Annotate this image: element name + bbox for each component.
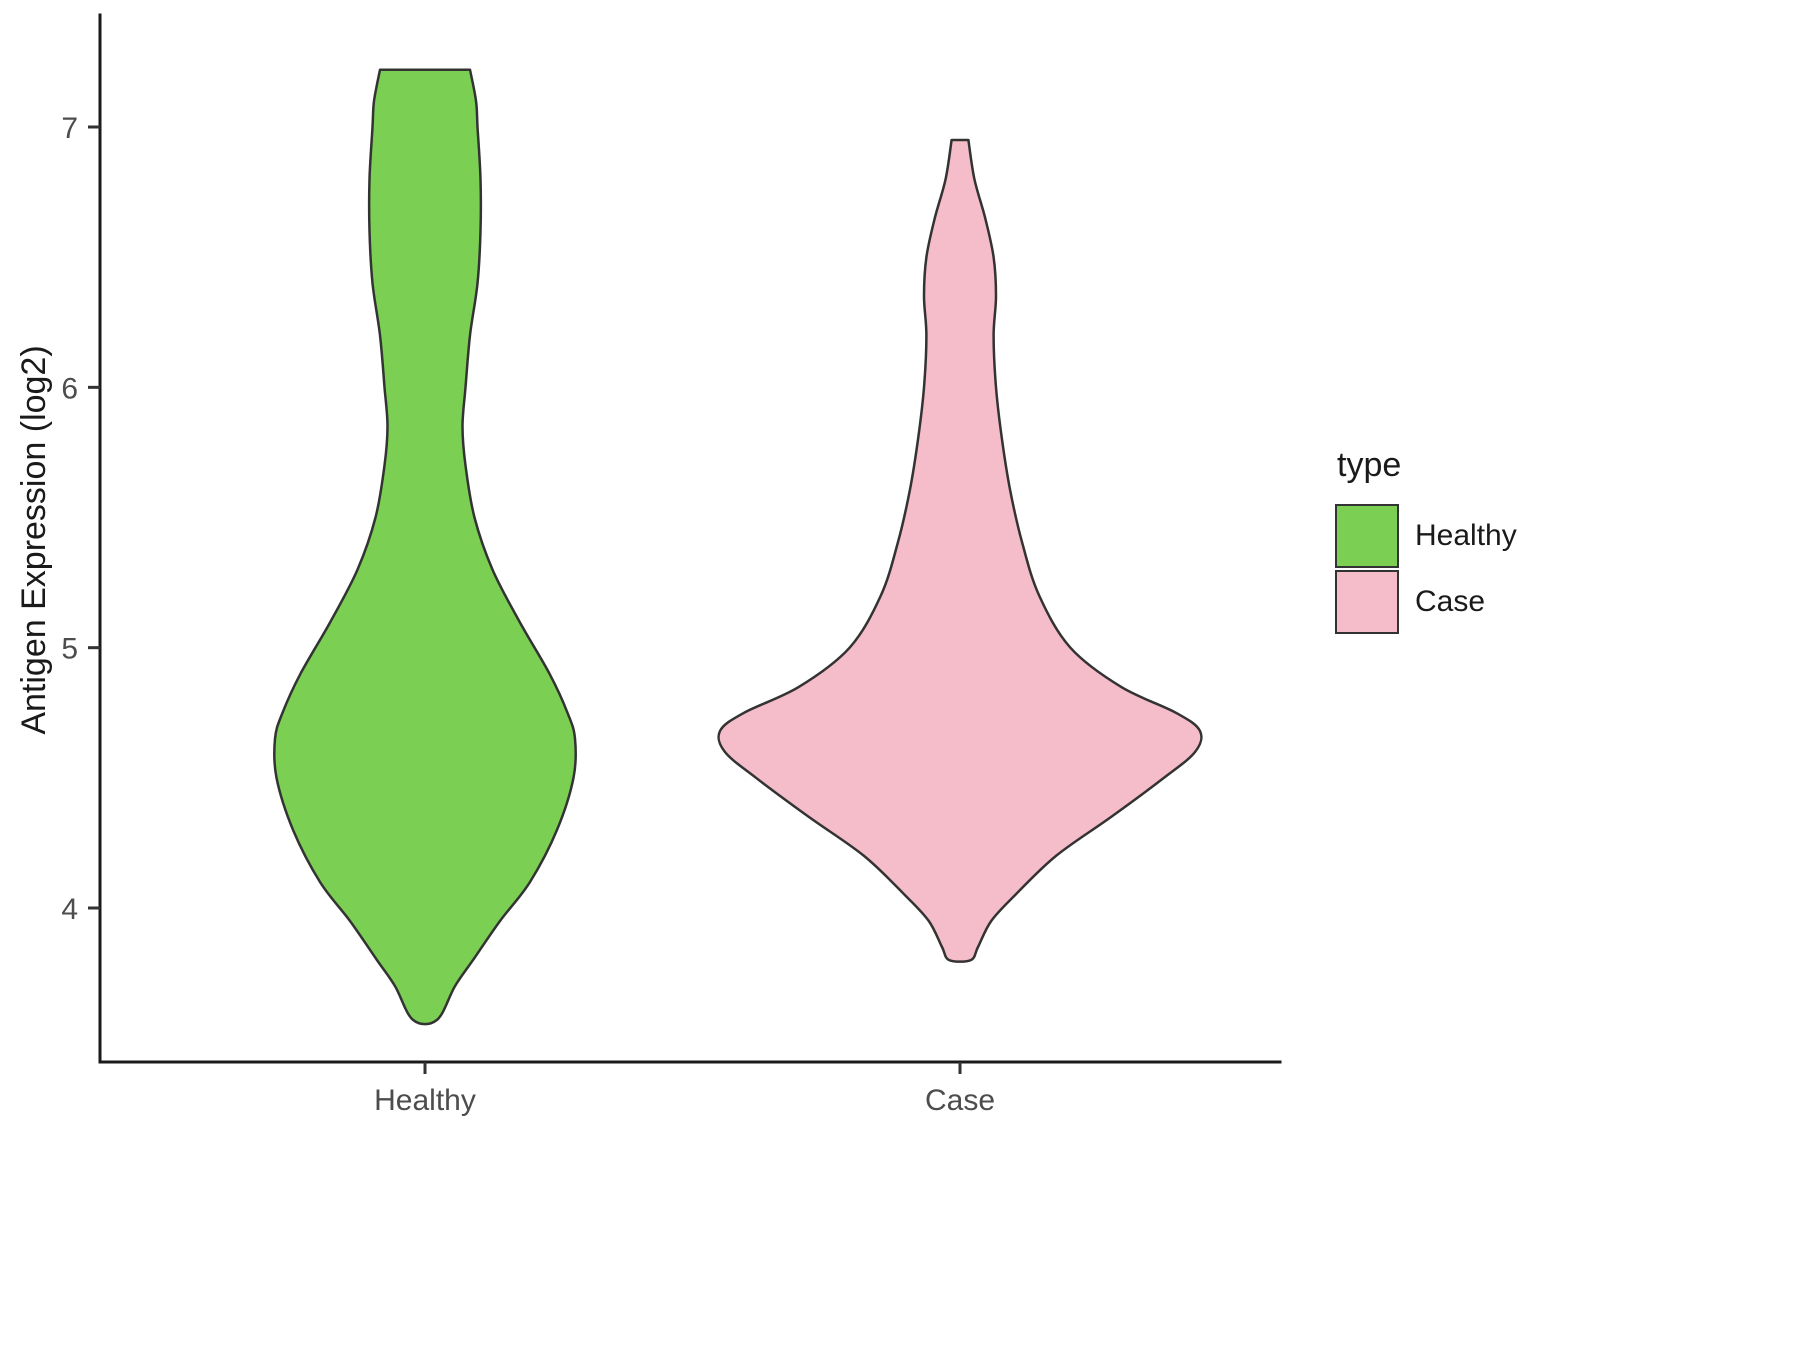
- legend-items: Healthy Case: [1335, 503, 1517, 635]
- violin-healthy: [272, 68, 578, 1026]
- legend-item-case: Case: [1335, 569, 1517, 635]
- legend-item-healthy: Healthy: [1335, 503, 1517, 569]
- y-tick-label: 6: [61, 372, 78, 405]
- legend: type Healthy Case: [1335, 446, 1517, 635]
- legend-swatch-healthy: [1335, 504, 1399, 568]
- y-axis-title: Antigen Expression (log2): [15, 345, 53, 734]
- legend-label: Healthy: [1415, 519, 1517, 552]
- legend-swatch-case: [1335, 570, 1399, 634]
- x-tick-label: Case: [925, 1084, 995, 1117]
- y-tick-label: 5: [61, 633, 78, 666]
- y-tick-label: 4: [61, 893, 78, 926]
- violin-case: [717, 138, 1203, 963]
- legend-title: type: [1337, 446, 1402, 484]
- y-tick-label: 7: [61, 112, 78, 145]
- x-tick-label: Healthy: [374, 1084, 476, 1117]
- legend-label: Case: [1415, 585, 1486, 618]
